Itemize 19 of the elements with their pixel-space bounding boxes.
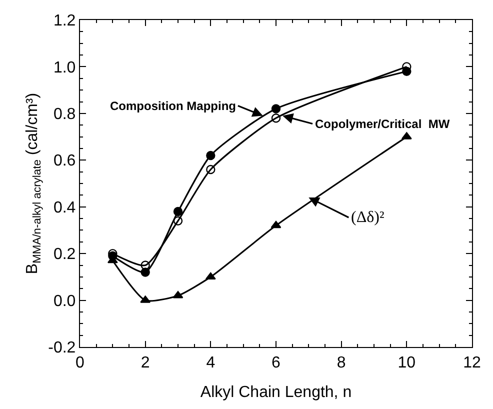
x-axis-title: Alkyl Chain Length, n (200, 384, 352, 401)
y-tick-label: 0.2 (53, 246, 76, 264)
x-tick-label: 4 (206, 354, 216, 372)
annotation: (Δδ)² (351, 209, 384, 226)
y-tick-label: 1.0 (53, 59, 76, 76)
x-tick-label: 8 (336, 354, 346, 372)
y-tick-label: 1.2 (53, 12, 76, 30)
x-tick-label: 2 (140, 354, 150, 372)
annotation: Copolymer/Critical MW (315, 117, 450, 131)
x-tick-label: 6 (272, 354, 281, 372)
y-tick-label: 0.8 (53, 106, 76, 124)
y-tick-label: 0.4 (53, 199, 76, 216)
x-tick-label: 10 (398, 354, 416, 372)
x-tick-label: 0 (76, 354, 85, 372)
y-tick-label: -0.2 (48, 340, 76, 357)
x-tick-label: 12 (463, 354, 481, 372)
y-tick-label: 0.0 (53, 292, 76, 310)
annotation: Composition Mapping (110, 99, 236, 113)
y-tick-label: 0.6 (53, 152, 76, 170)
